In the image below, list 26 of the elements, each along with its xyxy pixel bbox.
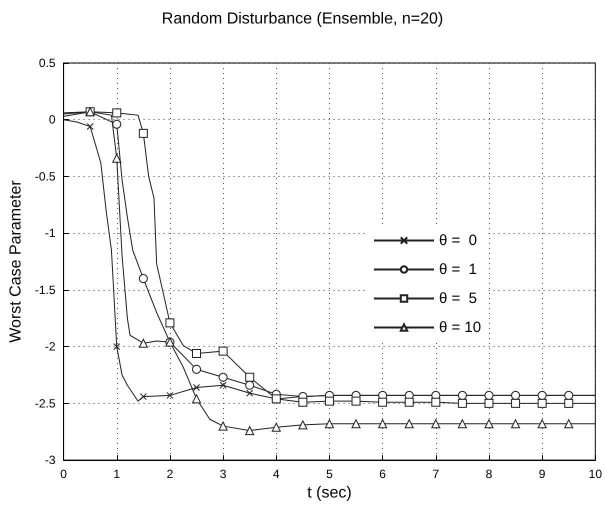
y-tick-label: -1 <box>44 226 56 240</box>
x-tick-label: 6 <box>379 467 386 482</box>
x-tick-label: 2 <box>166 467 174 482</box>
y-tick-label: -2.5 <box>34 396 56 410</box>
y-tick-label: -0.5 <box>34 169 56 184</box>
x-tick-label: 7 <box>432 467 440 482</box>
y-tick-label: -1.5 <box>34 282 56 297</box>
x-axis-title: t (sec) <box>307 484 352 502</box>
legend-label: θ = 10 <box>439 319 482 336</box>
x-tick-label: 4 <box>272 467 280 482</box>
legend-label: θ = 5 <box>439 290 477 307</box>
legend-label: θ = 1 <box>439 261 477 278</box>
x-tick-label: 5 <box>326 467 334 482</box>
x-tick-label: 1 <box>113 467 120 482</box>
y-tick-label: 0 <box>48 112 56 127</box>
chart-title: Random Disturbance (Ensemble, n=20) <box>162 10 444 28</box>
y-tick-label: 0.5 <box>38 56 56 70</box>
x-tick-label: 3 <box>220 467 227 482</box>
legend-label: θ = 0 <box>439 232 477 249</box>
x-tick-label: 9 <box>538 467 546 482</box>
x-tick-label: 10 <box>588 467 602 482</box>
y-axis-title: Worst Case Parameter <box>8 180 24 343</box>
y-tick-label: -3 <box>44 453 56 468</box>
x-tick-label: 0 <box>60 467 68 482</box>
x-tick-label: 8 <box>486 467 493 482</box>
y-tick-label: -2 <box>44 340 56 354</box>
